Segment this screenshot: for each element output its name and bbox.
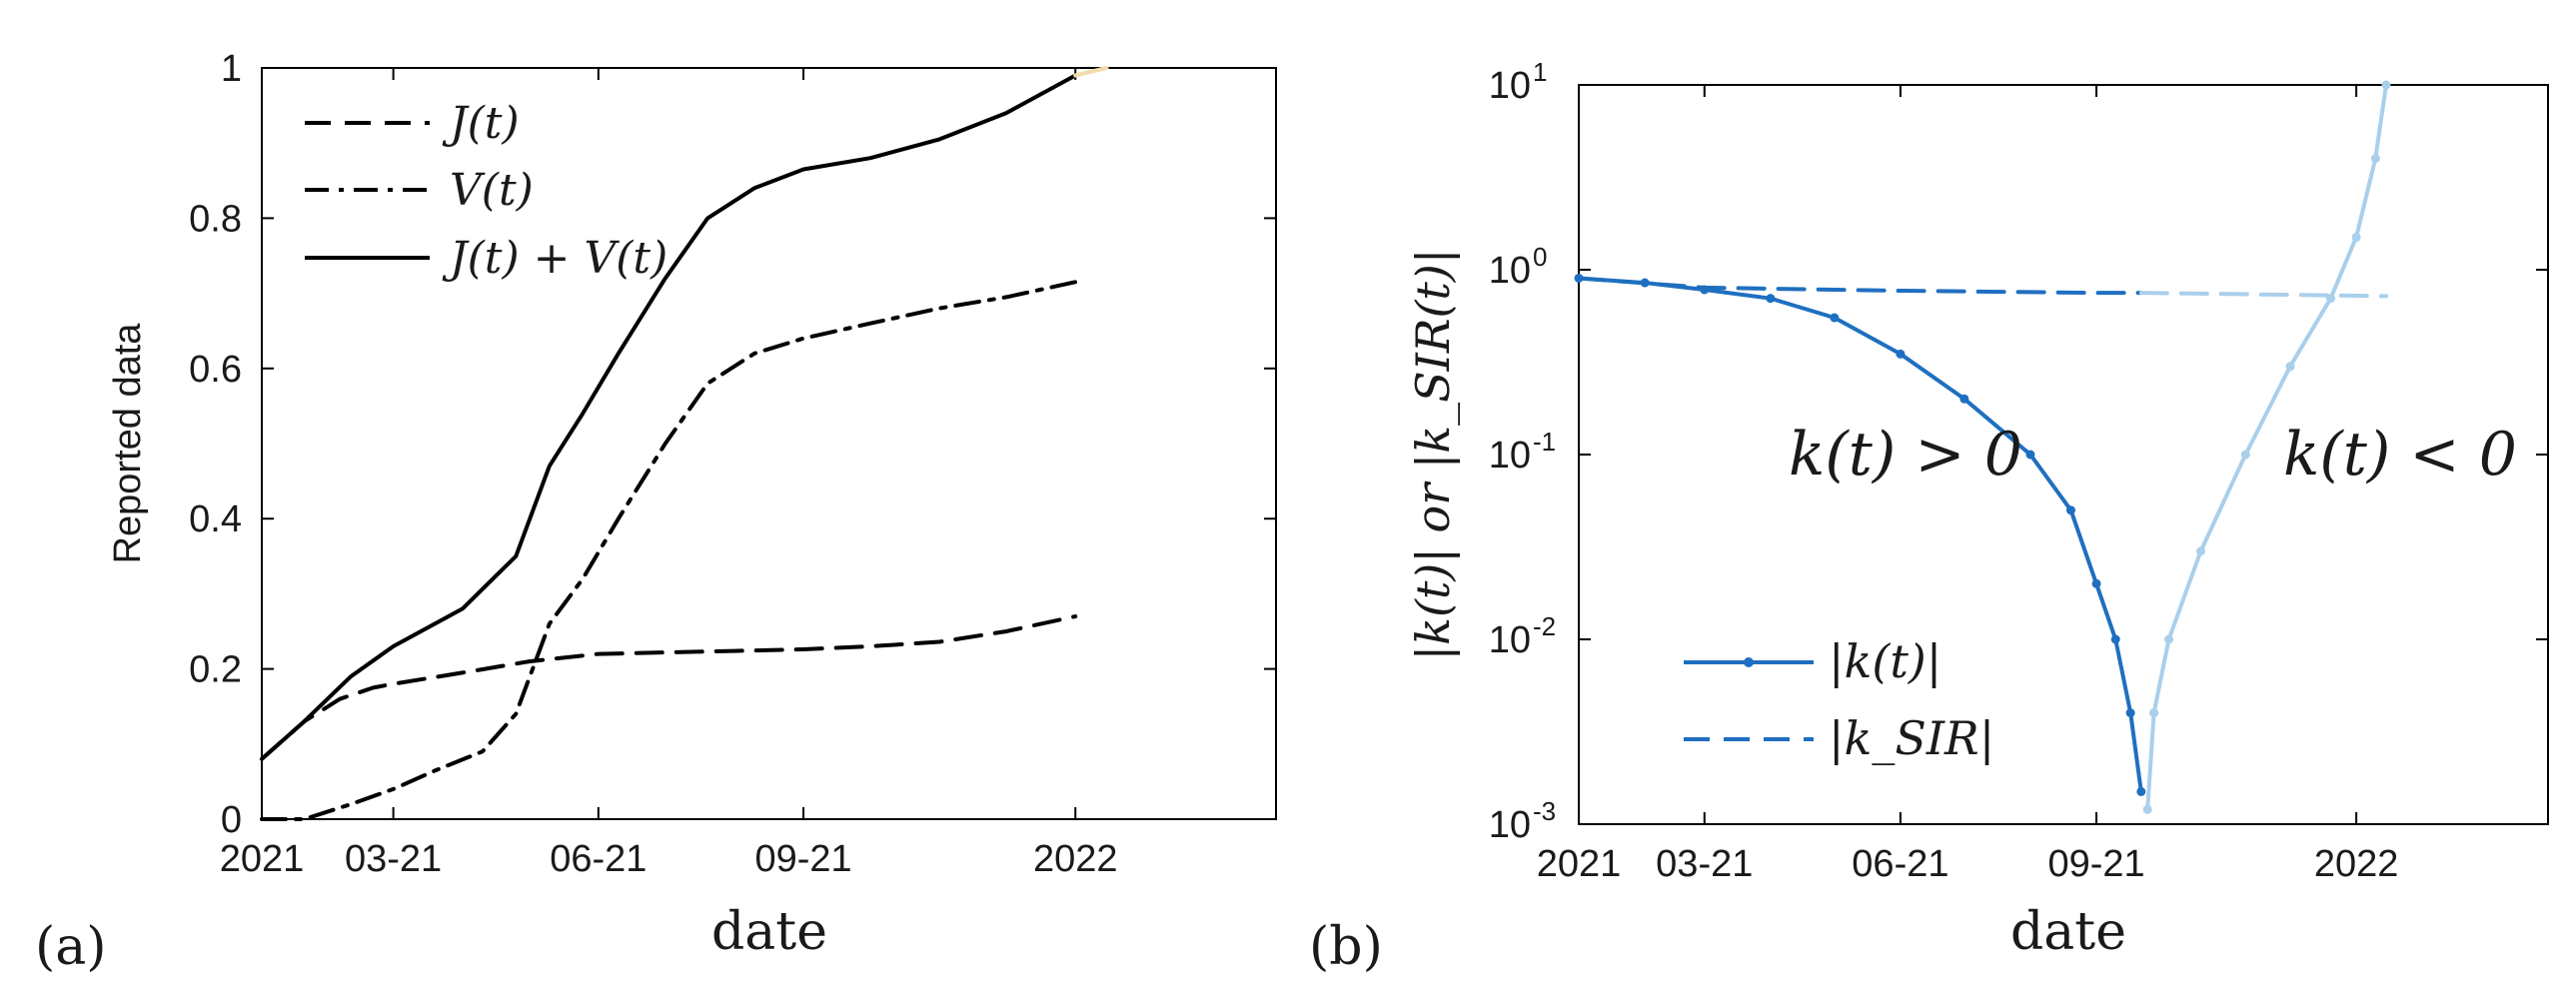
a-series-line-3 xyxy=(1073,66,1109,78)
b-series-point-1 xyxy=(2370,154,2380,164)
legend-label-V: V(t) xyxy=(450,165,534,216)
legend-label-k: |k(t)| xyxy=(1829,634,1941,688)
b-series-line-1 xyxy=(2145,83,2388,812)
b-xtick-label: 2022 xyxy=(2314,843,2399,885)
b-xtick-label: 06-21 xyxy=(1852,843,1948,885)
b-ytick-exponent: 1 xyxy=(1533,57,1547,87)
b-xtick-label: 2021 xyxy=(1537,843,1622,885)
b-series-point-0 xyxy=(1896,349,1906,359)
b-series-point-0 xyxy=(2091,578,2101,588)
a-xlabel: date xyxy=(711,902,827,962)
b-ytick-exponent: -1 xyxy=(1533,427,1556,457)
b-series-point-0 xyxy=(2125,708,2135,718)
b-series-point-0 xyxy=(1959,394,1969,404)
a-legend: J(t) V(t) J(t) + V(t) xyxy=(305,98,667,284)
b-series-point-1 xyxy=(2240,450,2250,460)
a-ytick-label: 0 xyxy=(221,799,242,841)
b-series-point-1 xyxy=(2351,232,2361,242)
b-series-point-0 xyxy=(2065,505,2075,515)
a-series xyxy=(260,66,1109,821)
a-ytick-label: 0.8 xyxy=(189,198,242,240)
b-series-point-1 xyxy=(2196,546,2206,556)
a-xtick-label: 03-21 xyxy=(345,838,442,880)
b-ylabel: |k(t)| or |k_SIR(t)| xyxy=(1406,249,1460,661)
b-series-point-1 xyxy=(2149,708,2159,718)
b-ytick-label: 10 xyxy=(1489,435,1531,477)
b-series-line-2 xyxy=(1577,276,2143,296)
b-series-point-0 xyxy=(2136,786,2146,796)
b-ytick-label: 10 xyxy=(1489,250,1531,292)
b-series-point-1 xyxy=(2142,804,2152,814)
b-series-point-0 xyxy=(2110,634,2120,644)
a-series-line-2 xyxy=(260,73,1078,761)
panel-a: 2021 03-21 06-21 09-21 2022 0 0.2 0.4 0.6 0.8 1 Re… xyxy=(35,48,1277,977)
a-series-line-0 xyxy=(260,614,1078,761)
panel-b-tag: (b) xyxy=(1309,917,1383,977)
a-series-line-1 xyxy=(260,280,1078,821)
b-ytick-exponent: -2 xyxy=(1533,611,1556,641)
legend-label-J: J(t) xyxy=(442,98,520,149)
legend-label-ksir: |k_SIR| xyxy=(1829,711,1994,765)
a-ytick-label: 0.2 xyxy=(189,649,242,691)
a-xtick-label: 06-21 xyxy=(550,838,646,880)
b-ytick-label: 10 xyxy=(1489,65,1531,107)
legend-swatch-k-marker xyxy=(1744,657,1754,667)
a-ylabel: Reported data xyxy=(107,323,149,564)
annotation-k-positive: k(t) > 0 xyxy=(1789,420,2022,490)
b-series xyxy=(1574,80,2391,814)
b-series-point-1 xyxy=(2164,634,2174,644)
a-axes: 2021 03-21 06-21 09-21 2022 0 0.2 0.4 0.6 0.8 1 xyxy=(189,48,1276,880)
b-ytick-exponent: 0 xyxy=(1533,242,1547,272)
b-xtick-label: 09-21 xyxy=(2047,843,2144,885)
a-ytick-label: 0.6 xyxy=(189,349,242,391)
b-xlabel: date xyxy=(2010,902,2126,962)
a-ytick-label: 0.4 xyxy=(189,499,242,540)
a-xtick-label: 09-21 xyxy=(754,838,851,880)
legend-label-JV: J(t) + V(t) xyxy=(442,233,667,284)
b-series-point-0 xyxy=(1766,294,1776,304)
b-series-point-1 xyxy=(2381,80,2391,90)
b-ytick-label: 10 xyxy=(1489,804,1531,846)
b-series-line-3 xyxy=(2138,291,2388,299)
a-ytick-label: 1 xyxy=(221,48,242,90)
b-ytick-label: 10 xyxy=(1489,619,1531,661)
plot-area-a xyxy=(261,67,1277,820)
a-xtick-label: 2022 xyxy=(1033,838,1118,880)
b-series-point-1 xyxy=(2285,362,2295,372)
b-xtick-label: 03-21 xyxy=(1656,843,1753,885)
b-series-point-0 xyxy=(2025,450,2035,460)
a-xtick-label: 2021 xyxy=(220,838,305,880)
b-series-point-0 xyxy=(1830,313,1840,323)
annotation-k-negative: k(t) < 0 xyxy=(2283,420,2517,490)
b-ytick-exponent: -3 xyxy=(1533,796,1556,826)
panel-a-tag: (a) xyxy=(35,917,107,977)
b-legend: |k(t)| |k_SIR| xyxy=(1684,634,1994,765)
